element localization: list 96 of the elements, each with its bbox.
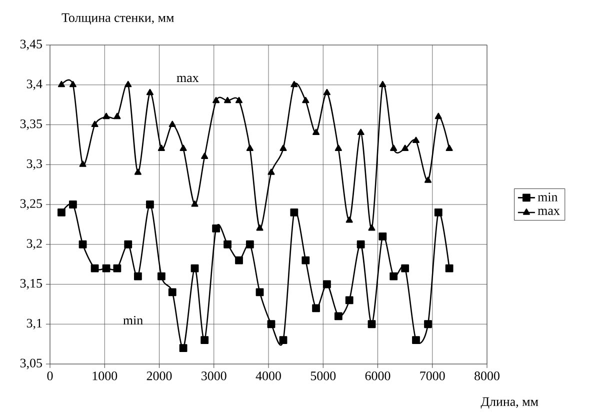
point [323, 88, 330, 96]
point [434, 208, 442, 216]
point [168, 120, 176, 128]
x-tick-label: 5000 [310, 372, 336, 380]
x-tick-label: 8000 [474, 372, 500, 380]
point [424, 320, 432, 328]
point [69, 80, 76, 88]
x-tick-label: 7000 [420, 372, 445, 380]
y-tick-label: 3,4 [26, 80, 42, 90]
x-tick-label: 2000 [146, 372, 172, 380]
point [224, 96, 232, 104]
point [179, 344, 188, 352]
point [267, 320, 276, 328]
point [446, 144, 453, 151]
point [91, 120, 98, 128]
point [424, 176, 432, 183]
point [346, 216, 353, 223]
point [302, 256, 310, 264]
point [190, 264, 199, 272]
y-tick-label: 3,05 [20, 358, 42, 370]
point [290, 80, 298, 88]
point [434, 112, 442, 120]
point [256, 224, 264, 231]
point [268, 168, 275, 175]
point [200, 336, 209, 344]
point [191, 200, 198, 207]
point [368, 320, 376, 328]
point [312, 304, 320, 312]
point [402, 144, 409, 151]
point [102, 264, 110, 272]
point [58, 208, 66, 216]
point [78, 240, 87, 248]
point [58, 80, 65, 88]
point [312, 128, 320, 136]
point [114, 112, 121, 120]
y-tick-label: 3,45 [20, 40, 42, 50]
point [401, 264, 410, 272]
annotation: max [176, 76, 199, 82]
point [412, 336, 420, 344]
x-tick-label: 3000 [202, 372, 226, 380]
point [445, 264, 454, 272]
point [334, 144, 342, 151]
point [134, 272, 142, 280]
point [90, 264, 99, 272]
point [124, 80, 132, 88]
annotation: min [123, 316, 143, 325]
point [212, 224, 220, 232]
point [357, 128, 364, 136]
point [390, 272, 398, 280]
point [334, 312, 342, 320]
point [236, 96, 243, 104]
point [69, 200, 77, 208]
x-axis-title: Длина, мм [480, 397, 538, 409]
point [379, 80, 386, 88]
x-tick-label: 4000 [256, 372, 281, 380]
y-tick-label: 3,35 [20, 119, 42, 130]
y-tick-label: 3,3 [26, 159, 42, 170]
point [146, 88, 154, 96]
y-axis-title: Толщина стенки, мм [62, 13, 174, 25]
point [201, 152, 208, 159]
point [102, 112, 110, 120]
legend-label: min [538, 192, 558, 202]
point [79, 160, 86, 167]
point [412, 136, 420, 143]
x-tick-label: 1000 [92, 372, 118, 380]
point [246, 144, 254, 151]
point [280, 144, 287, 151]
point [157, 272, 166, 280]
point [256, 288, 264, 296]
y-tick-label: 3,2 [26, 239, 42, 250]
point [345, 296, 354, 304]
point [134, 168, 142, 175]
point [212, 96, 220, 104]
point [124, 240, 132, 248]
x-tick-label: 6000 [365, 372, 390, 380]
point [224, 240, 232, 248]
y-tick-label: 3,25 [20, 199, 42, 210]
point [235, 256, 243, 264]
point [113, 264, 122, 272]
point [158, 144, 165, 151]
point [279, 336, 288, 344]
point [246, 240, 254, 248]
point [356, 240, 365, 248]
y-tick-label: 3,15 [20, 278, 42, 290]
point [368, 224, 376, 231]
point [146, 200, 154, 208]
point [302, 96, 310, 104]
point [290, 208, 298, 216]
point [390, 144, 398, 151]
point [378, 232, 387, 240]
point [180, 144, 187, 151]
x-tick-label: 0 [47, 372, 53, 380]
y-tick-label: 3,1 [26, 318, 42, 330]
point [168, 288, 176, 296]
point [323, 280, 331, 288]
legend-label: max [538, 208, 560, 215]
